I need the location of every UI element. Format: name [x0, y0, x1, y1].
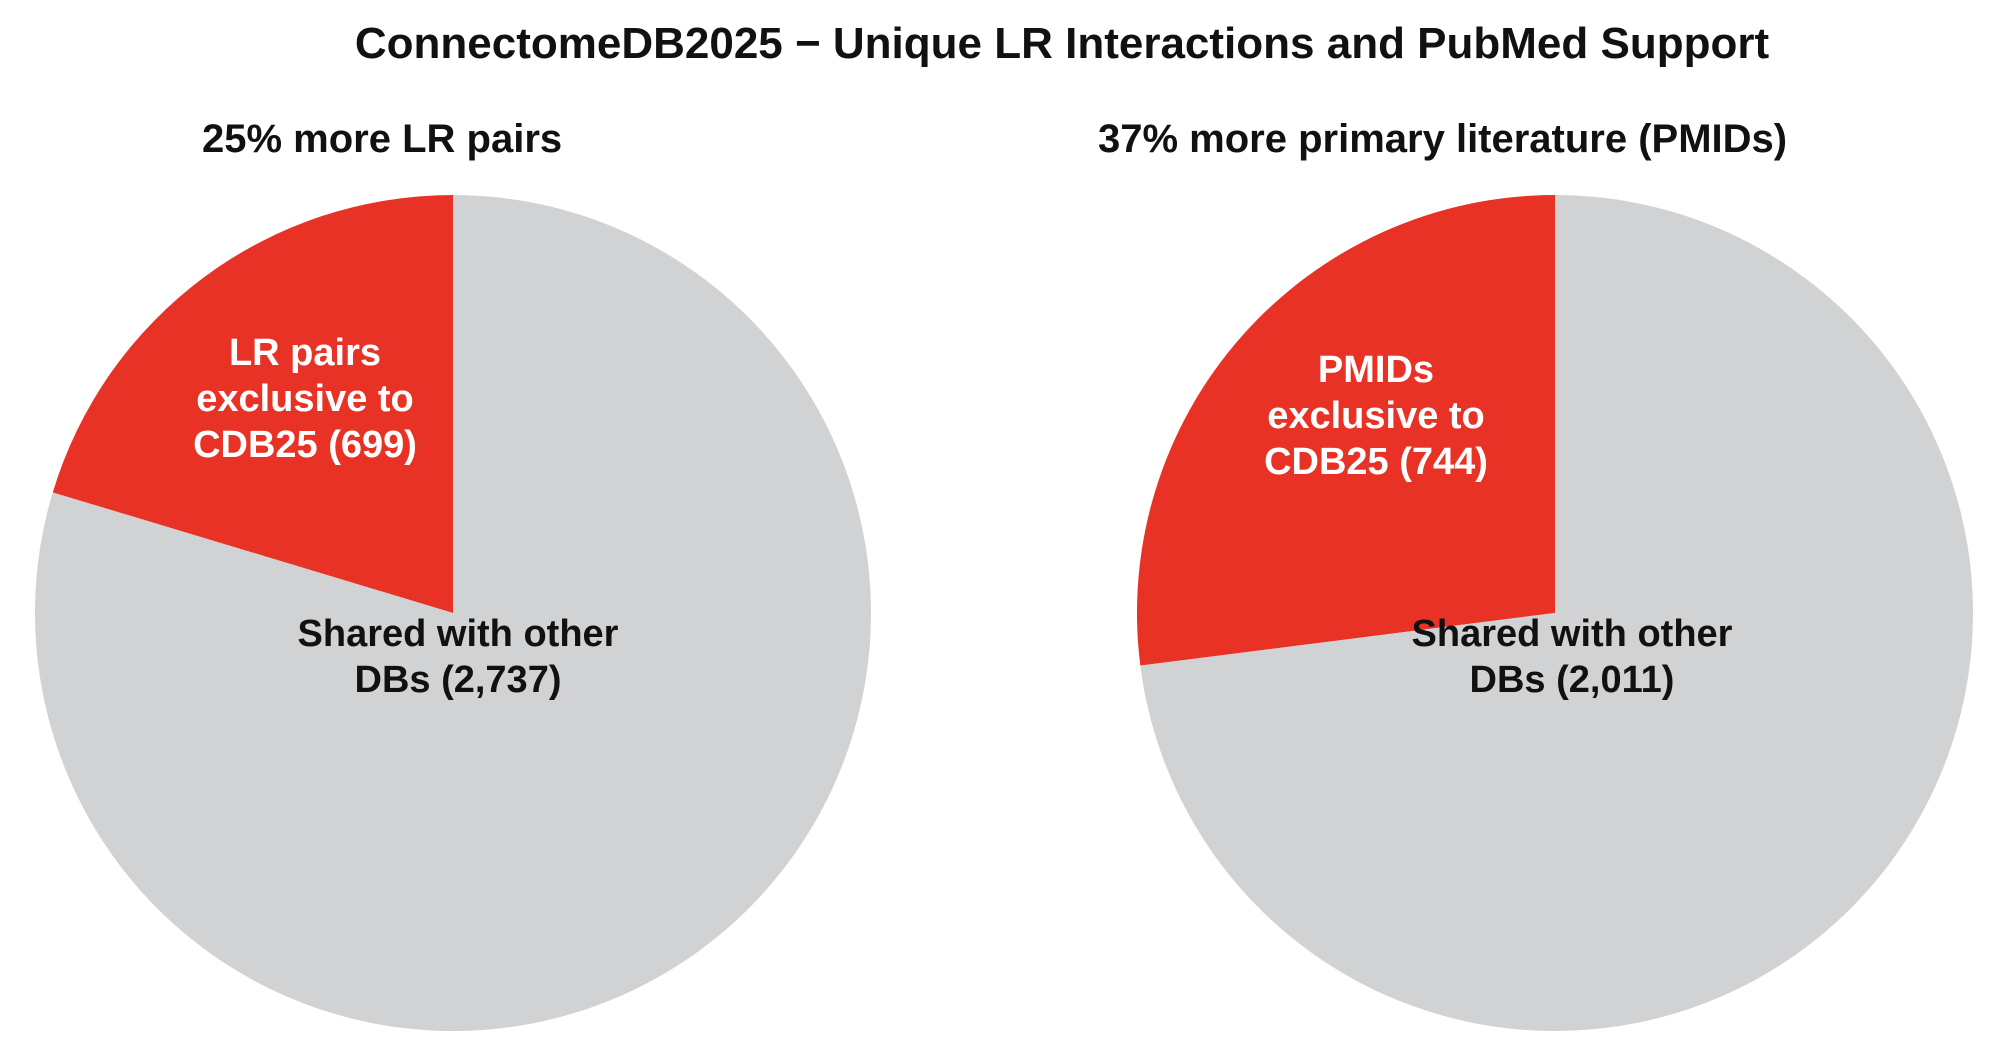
slice-label-line: PMIDs: [1318, 349, 1434, 391]
pie-slice-shared: [34, 195, 871, 1031]
pie-slices-lr-pairs: [34, 195, 871, 1031]
pie-labels-pmids: PMIDs exclusive to CDB25 (744) Shared with …: [1264, 349, 1733, 701]
figure-title: ConnectomeDB2025 − Unique LR Interaction…: [355, 19, 1770, 68]
slice-label-line: Shared with other: [298, 613, 619, 655]
slice-label-line: LR pairs: [229, 332, 381, 374]
slice-label-exclusive: LR pairs exclusive to CDB25 (699): [193, 332, 417, 466]
slice-label-exclusive: PMIDs exclusive to CDB25 (744): [1264, 349, 1488, 483]
slice-label-line: CDB25 (744): [1264, 441, 1488, 483]
pie-labels-lr-pairs: LR pairs exclusive to CDB25 (699) Shared wi…: [193, 332, 619, 701]
slice-label-shared: Shared with other DBs (2,011): [1412, 613, 1733, 701]
slice-label-line: DBs (2,737): [355, 659, 562, 701]
pie-slice-exclusive: [52, 195, 453, 613]
slice-label-shared: Shared with other DBs (2,737): [298, 613, 619, 701]
slice-label-line: CDB25 (699): [193, 424, 417, 466]
pie-slices-pmids: [1136, 195, 1973, 1031]
slice-label-line: exclusive to: [1267, 395, 1485, 437]
slice-label-line: DBs (2,011): [1470, 659, 1675, 701]
pie-chart-lr-pairs: 25% more LR pairs LR pairs exclusive to CD…: [34, 117, 871, 1031]
pie-slice-shared: [1140, 195, 1973, 1031]
slice-label-line: exclusive to: [196, 378, 414, 420]
pie-title-lr-pairs: 25% more LR pairs: [202, 117, 562, 161]
pie-slice-exclusive: [1136, 195, 1555, 666]
pie-title-pmids: 37% more primary literature (PMIDs): [1098, 117, 1787, 161]
pie-chart-pmids: 37% more primary literature (PMIDs) PMID…: [1098, 117, 1973, 1031]
slice-label-line: Shared with other: [1412, 613, 1733, 655]
